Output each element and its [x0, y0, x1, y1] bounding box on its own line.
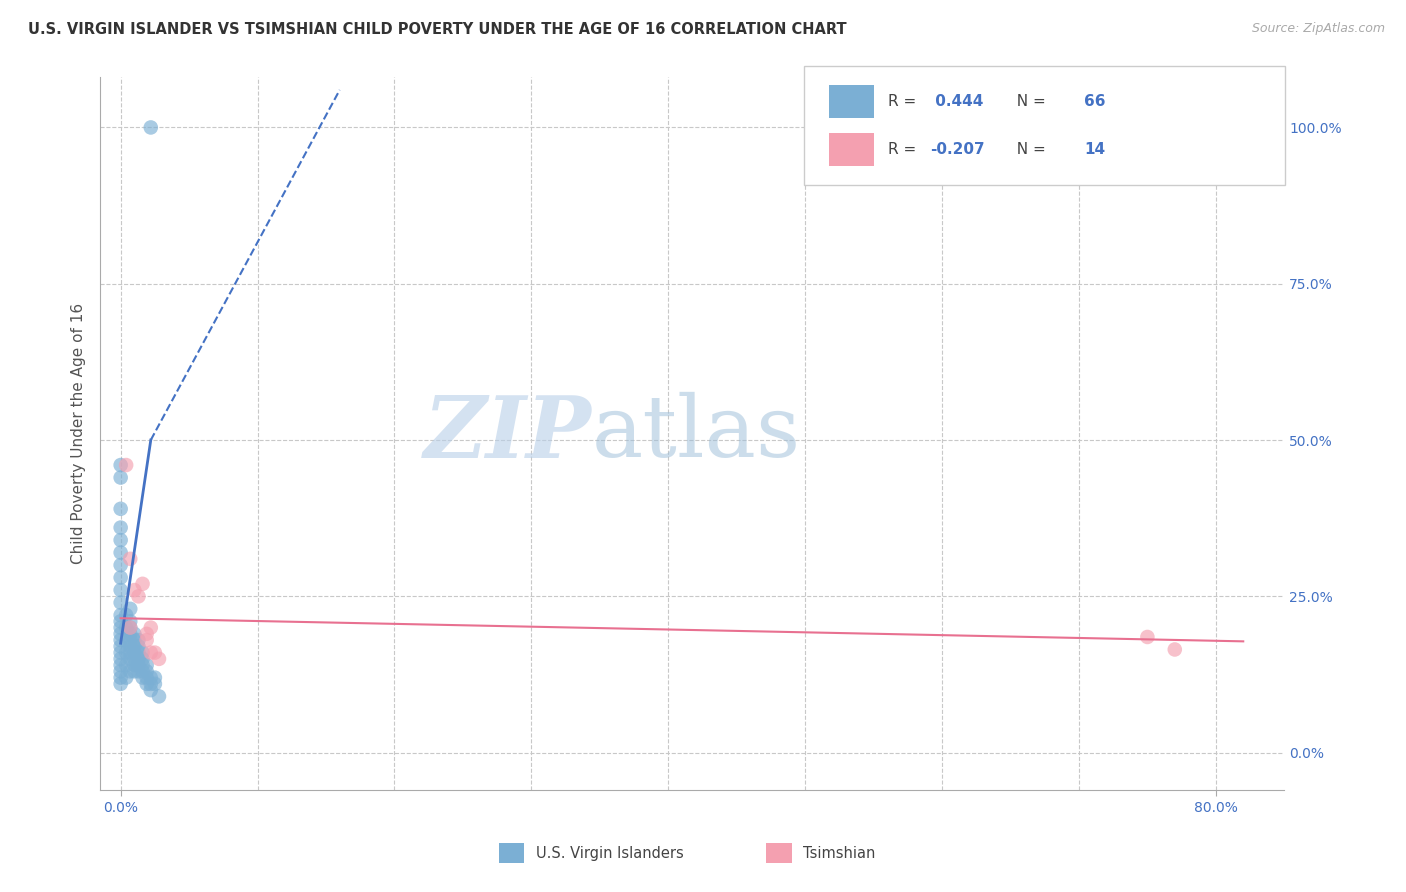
Point [110, 621, 132, 635]
Point [110, 533, 132, 547]
Point [120, 615, 142, 629]
Text: 0.444: 0.444 [929, 94, 983, 109]
Text: 14: 14 [1084, 143, 1105, 157]
Point [143, 671, 166, 685]
Point [127, 640, 149, 654]
Point [115, 633, 138, 648]
Point [1164, 642, 1187, 657]
Point [127, 590, 149, 604]
Point [110, 627, 132, 641]
Point [124, 658, 146, 673]
Point [120, 640, 142, 654]
Point [124, 640, 146, 654]
Point [120, 627, 142, 641]
Point [131, 577, 153, 591]
Point [124, 583, 146, 598]
Point [143, 646, 166, 660]
Point [127, 646, 149, 660]
Point [115, 671, 138, 685]
Point [131, 665, 153, 679]
Point [139, 677, 162, 691]
Text: R =: R = [887, 94, 921, 109]
Text: R =: R = [887, 143, 921, 157]
Point [120, 621, 142, 635]
Point [110, 558, 132, 572]
Point [120, 646, 142, 660]
Text: Source: ZipAtlas.com: Source: ZipAtlas.com [1251, 22, 1385, 36]
Point [110, 633, 132, 648]
Point [110, 583, 132, 598]
Text: 66: 66 [1084, 94, 1105, 109]
Point [127, 652, 149, 666]
Point [120, 633, 142, 648]
Point [110, 458, 132, 472]
Point [110, 658, 132, 673]
Point [127, 633, 149, 648]
Point [131, 658, 153, 673]
Point [120, 551, 142, 566]
Point [124, 627, 146, 641]
Point [110, 571, 132, 585]
Point [135, 665, 157, 679]
Point [139, 671, 162, 685]
Point [110, 652, 132, 666]
Point [148, 690, 170, 704]
Point [139, 646, 162, 660]
Point [131, 652, 153, 666]
Point [110, 615, 132, 629]
Point [148, 652, 170, 666]
Point [120, 665, 142, 679]
Point [110, 545, 132, 559]
Point [127, 658, 149, 673]
Point [110, 665, 132, 679]
Point [115, 458, 138, 472]
Point [135, 671, 157, 685]
Point [135, 677, 157, 691]
Point [139, 621, 162, 635]
Point [124, 665, 146, 679]
Text: N =: N = [1007, 143, 1050, 157]
Point [110, 520, 132, 534]
Text: ZIP: ZIP [423, 392, 592, 475]
Point [110, 646, 132, 660]
Point [131, 646, 153, 660]
Point [115, 646, 138, 660]
Text: U.S. Virgin Islanders: U.S. Virgin Islanders [536, 846, 683, 861]
Point [120, 621, 142, 635]
Point [115, 621, 138, 635]
Point [131, 671, 153, 685]
Point [135, 633, 157, 648]
Point [115, 658, 138, 673]
Text: Tsimshian: Tsimshian [803, 846, 875, 861]
Point [124, 646, 146, 660]
Point [120, 652, 142, 666]
Text: atlas: atlas [592, 392, 800, 475]
Point [1136, 630, 1159, 644]
Point [135, 627, 157, 641]
Point [110, 608, 132, 623]
Point [120, 602, 142, 616]
Point [110, 470, 132, 484]
Point [110, 640, 132, 654]
Point [115, 608, 138, 623]
Text: N =: N = [1007, 94, 1050, 109]
Point [110, 671, 132, 685]
Point [124, 652, 146, 666]
Point [110, 596, 132, 610]
Point [143, 677, 166, 691]
Text: -0.207: -0.207 [929, 143, 984, 157]
Point [139, 683, 162, 698]
Point [124, 633, 146, 648]
Point [127, 665, 149, 679]
Text: U.S. VIRGIN ISLANDER VS TSIMSHIAN CHILD POVERTY UNDER THE AGE OF 16 CORRELATION : U.S. VIRGIN ISLANDER VS TSIMSHIAN CHILD … [28, 22, 846, 37]
Y-axis label: Child Poverty Under the Age of 16: Child Poverty Under the Age of 16 [72, 303, 86, 565]
Point [135, 658, 157, 673]
Point [110, 501, 132, 516]
Point [139, 120, 162, 135]
Point [110, 677, 132, 691]
